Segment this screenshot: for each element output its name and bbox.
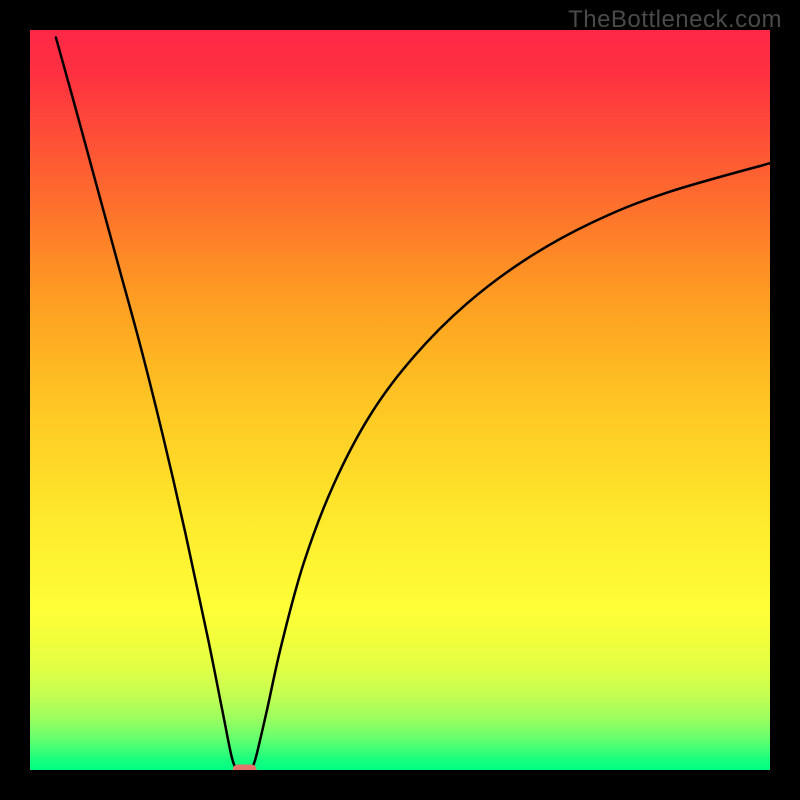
bottleneck-chart — [30, 30, 770, 770]
chart-background — [30, 30, 770, 770]
notch-marker — [233, 764, 257, 770]
watermark-text: TheBottleneck.com — [568, 6, 782, 34]
chart-svg — [30, 30, 770, 770]
